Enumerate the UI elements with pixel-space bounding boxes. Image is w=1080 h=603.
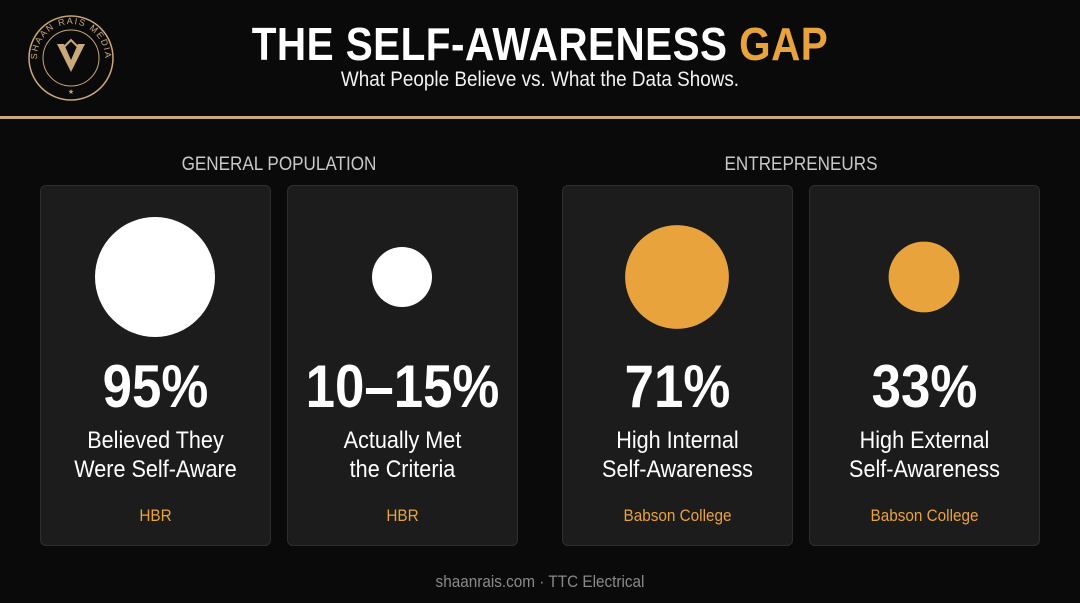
stat-value: 33%	[871, 353, 978, 420]
stat-description: High Internal Self-Awareness	[574, 426, 782, 484]
group-label-entrepreneurs: ENTREPRENEURS	[724, 154, 878, 175]
stat-value: 95%	[102, 353, 209, 420]
title-main: THE SELF-AWARENESS	[251, 18, 740, 70]
brand-logo: SHAAN RAIS MEDIA ★	[28, 15, 114, 101]
desc-line: the Criteria	[349, 456, 456, 483]
desc-line: High External	[859, 427, 990, 454]
desc-line: Were Self-Aware	[74, 456, 237, 483]
desc-line: High Internal	[616, 427, 739, 454]
desc-line: Actually Met	[343, 427, 462, 454]
stat-value: 71%	[624, 353, 731, 420]
desc-line: Believed They	[87, 427, 224, 454]
stat-source: Babson College	[623, 506, 732, 525]
stat-value: 10–15%	[305, 353, 500, 420]
title-accent: GAP	[739, 18, 829, 70]
stat-source: HBR	[386, 506, 419, 525]
header-divider	[0, 116, 1080, 119]
stat-description: High External Self-Awareness	[821, 426, 1029, 484]
group-label-general-population: GENERAL POPULATION	[181, 154, 377, 175]
desc-line: Self-Awareness	[602, 456, 753, 483]
stat-description: Believed They Were Self-Aware	[52, 426, 260, 484]
logo-emblem-icon	[57, 44, 85, 72]
stat-source: HBR	[139, 506, 172, 525]
svg-text:★: ★	[68, 88, 74, 96]
desc-line: Self-Awareness	[849, 456, 1000, 483]
stat-card	[287, 185, 518, 546]
stat-description: Actually Met the Criteria	[299, 426, 507, 484]
page-title: THE SELF-AWARENESS GAP	[65, 18, 1015, 70]
page-subtitle: What People Believe vs. What the Data Sh…	[340, 68, 740, 91]
footer-credit: shaanrais.com · TTC Electrical	[435, 572, 645, 591]
stat-source: Babson College	[870, 506, 979, 525]
